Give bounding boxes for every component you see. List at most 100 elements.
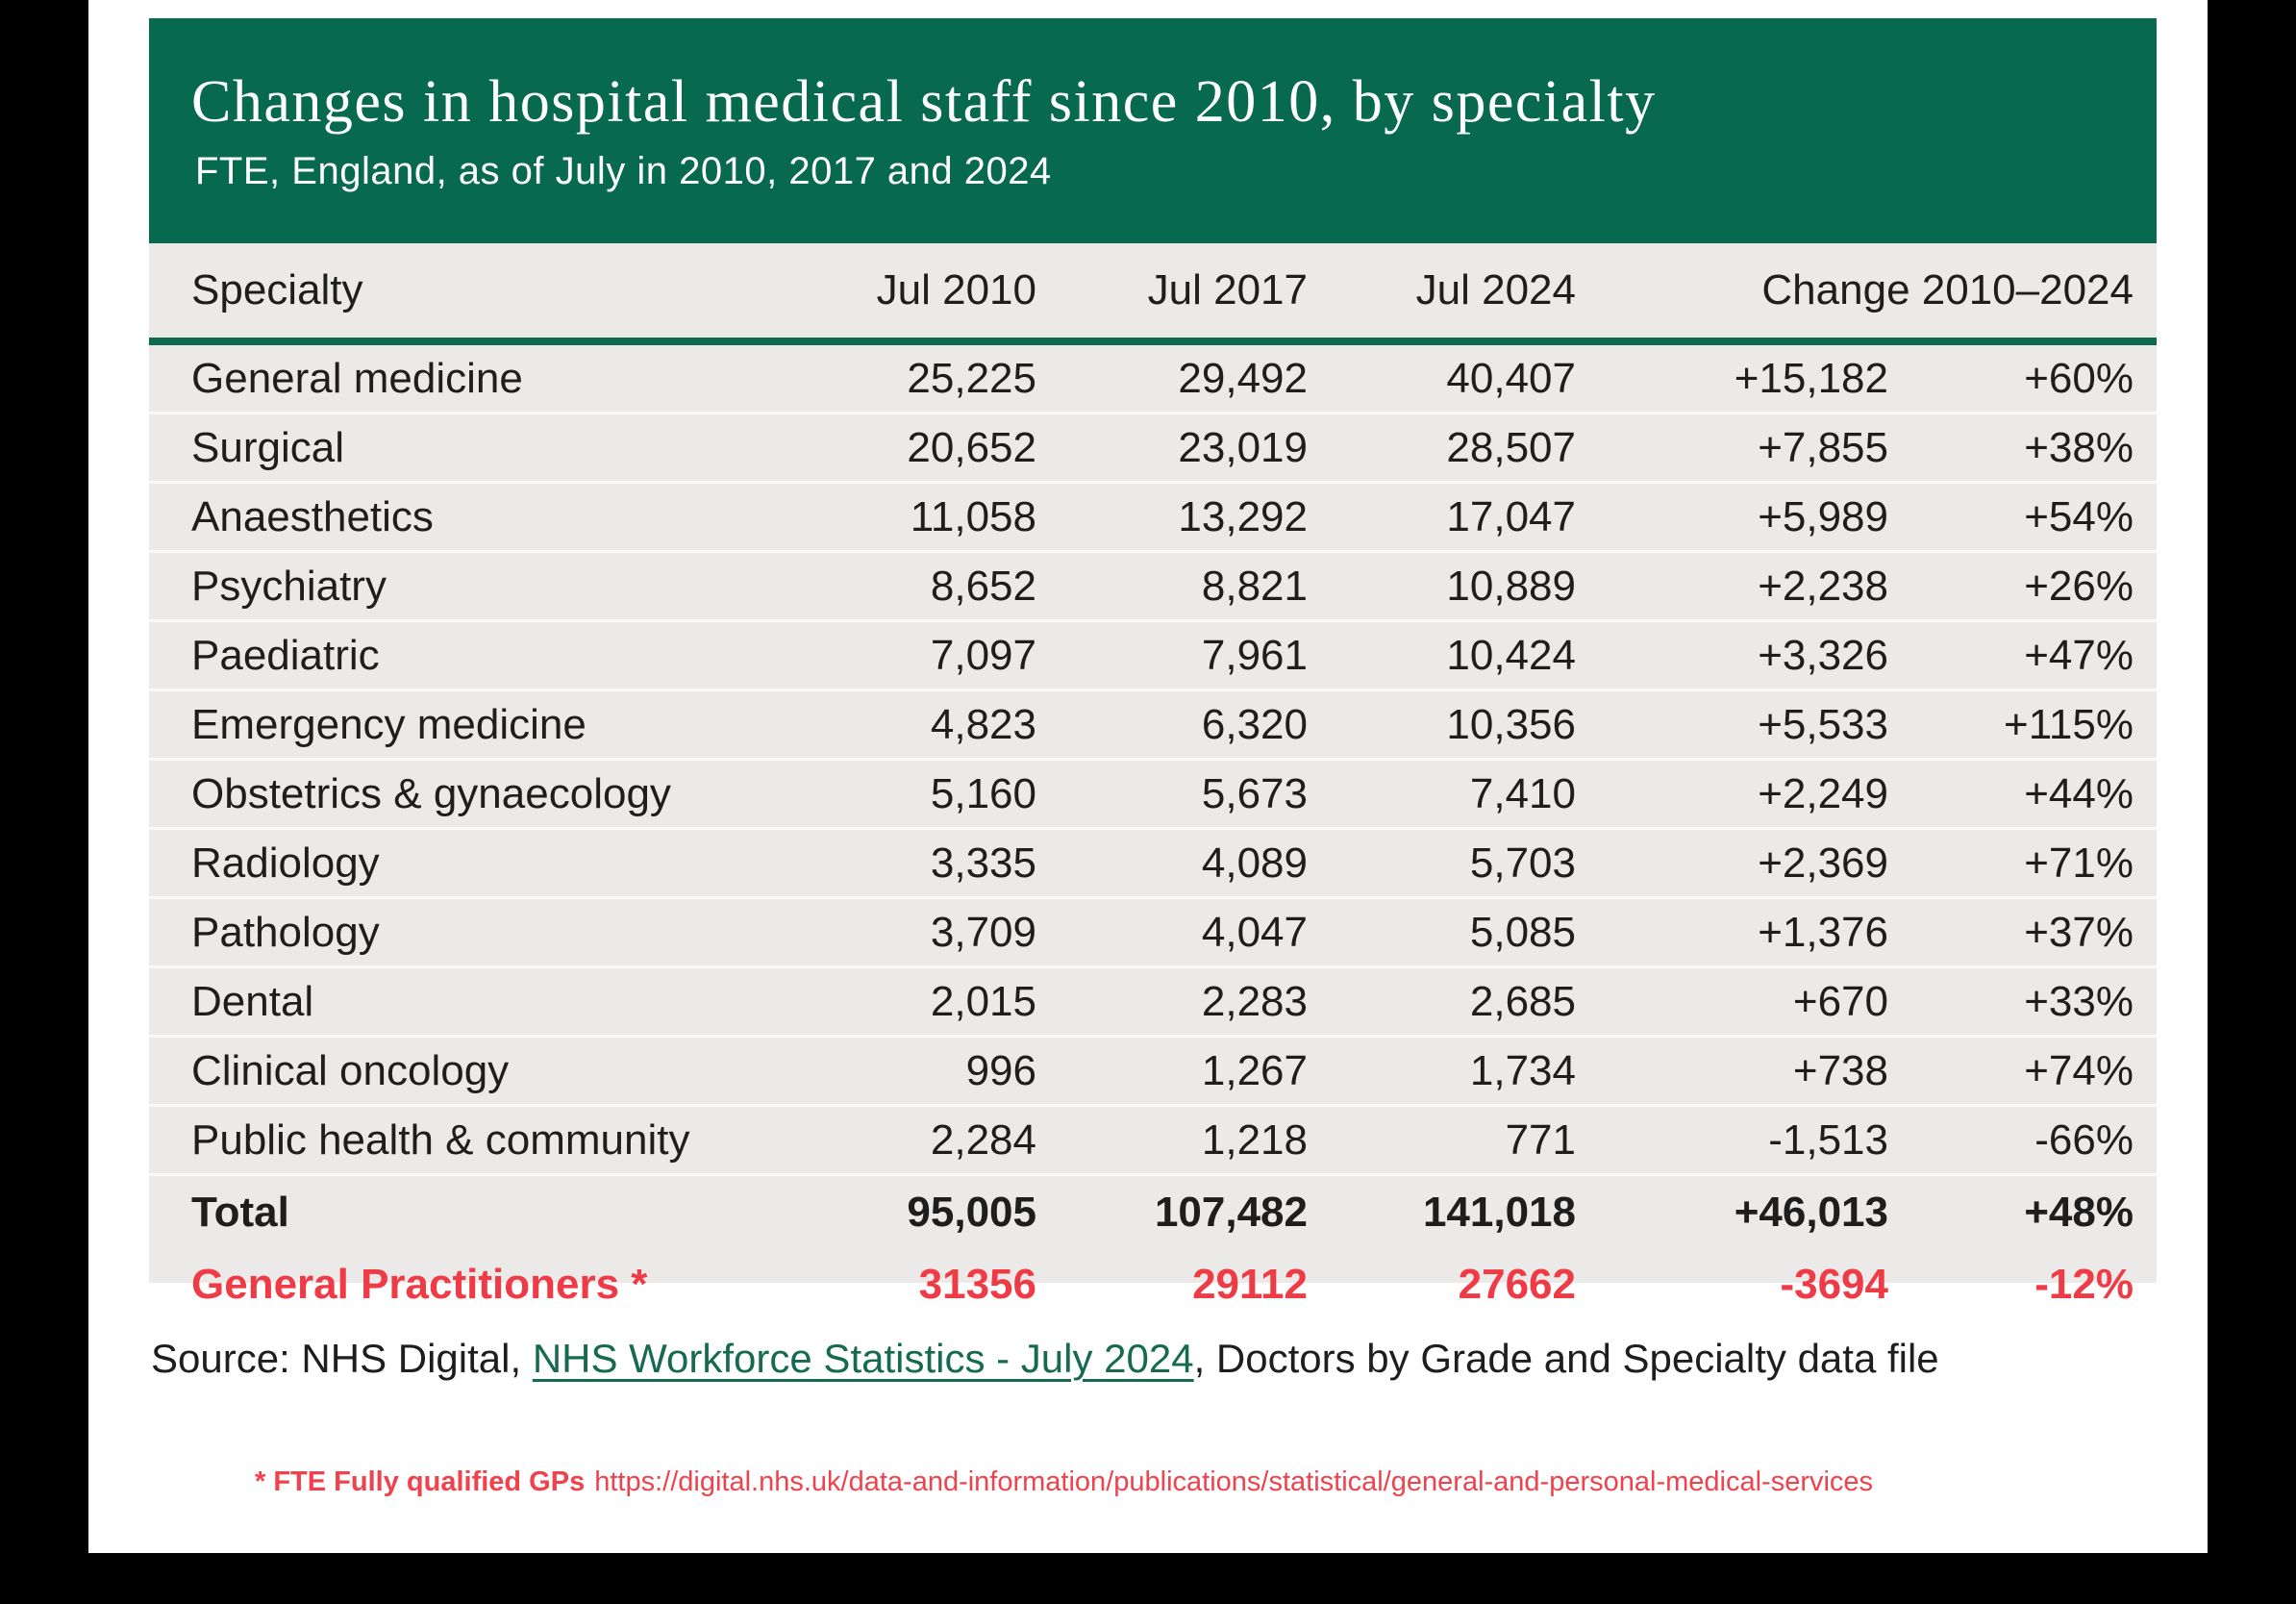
column-header-jul2017: Jul 2017: [1147, 266, 1308, 313]
jul2024-cell: 5,703: [1469, 839, 1576, 887]
change-abs-cell: +2,249: [1758, 769, 1888, 817]
table-row: General medicine 25,225 29,492 40,407 +1…: [149, 345, 2157, 414]
jul2024-cell: 10,424: [1446, 631, 1576, 679]
specialty-cell: Radiology: [191, 839, 380, 887]
specialty-cell: General medicine: [191, 354, 523, 402]
jul2017-cell: 29,492: [1178, 354, 1308, 402]
change-pct-cell: +38%: [2024, 423, 2134, 471]
jul2010-cell: 20,652: [907, 423, 1036, 471]
total-change-pct: +48%: [2024, 1188, 2134, 1236]
change-abs-cell: +5,533: [1758, 700, 1888, 748]
jul2017-cell: 23,019: [1178, 423, 1308, 471]
jul2024-cell: 5,085: [1469, 908, 1576, 956]
jul2010-cell: 3,709: [930, 908, 1036, 956]
gp-change-pct: -12%: [2034, 1260, 2134, 1308]
specialty-cell: Paediatric: [191, 631, 380, 679]
change-pct-cell: +37%: [2024, 908, 2134, 956]
change-abs-cell: +670: [1792, 977, 1888, 1025]
table-row-general-practitioners: General Practitioners * 31356 29112 2766…: [149, 1248, 2157, 1320]
table-row: Psychiatry 8,652 8,821 10,889 +2,238 +26…: [149, 553, 2157, 622]
table-row: Pathology 3,709 4,047 5,085 +1,376 +37%: [149, 899, 2157, 968]
table-row: Emergency medicine 4,823 6,320 10,356 +5…: [149, 691, 2157, 761]
total-jul2017: 107,482: [1154, 1188, 1308, 1236]
source-suffix: , Doctors by Grade and Specialty data fi…: [1193, 1336, 1939, 1381]
jul2017-cell: 7,961: [1201, 631, 1308, 679]
jul2010-cell: 996: [965, 1046, 1036, 1094]
table-row: Clinical oncology 996 1,267 1,734 +738 +…: [149, 1038, 2157, 1107]
source-link[interactable]: NHS Workforce Statistics - July 2024: [532, 1336, 1194, 1381]
gp-jul2010: 31356: [918, 1260, 1036, 1308]
jul2010-cell: 3,335: [930, 839, 1036, 887]
title-block: Changes in hospital medical staff since …: [149, 18, 2157, 243]
total-change-abs: +46,013: [1734, 1188, 1888, 1236]
column-header-jul2010: Jul 2010: [876, 266, 1036, 313]
specialty-cell: Anaesthetics: [191, 492, 434, 540]
chart-subtitle: FTE, England, as of July in 2010, 2017 a…: [195, 150, 1052, 193]
specialty-cell: Emergency medicine: [191, 700, 586, 748]
footnote-asterisk-label: * FTE Fully qualified GPs: [255, 1466, 586, 1497]
gp-label: General Practitioners *: [191, 1260, 648, 1308]
total-jul2024: 141,018: [1422, 1188, 1576, 1236]
change-pct-cell: +44%: [2024, 769, 2134, 817]
change-pct-cell: +71%: [2024, 839, 2134, 887]
gp-jul2024: 27662: [1458, 1260, 1576, 1308]
column-header-change: Change 2010–2024: [1761, 266, 2134, 313]
change-abs-cell: -1,513: [1768, 1115, 1888, 1164]
change-pct-cell: +115%: [2004, 700, 2134, 748]
jul2010-cell: 7,097: [930, 631, 1036, 679]
change-pct-cell: +47%: [2024, 631, 2134, 679]
jul2017-cell: 1,267: [1201, 1046, 1308, 1094]
change-abs-cell: +7,855: [1758, 423, 1888, 471]
specialty-cell: Obstetrics & gynaecology: [191, 769, 671, 817]
staff-table: Specialty Jul 2010 Jul 2017 Jul 2024 Cha…: [149, 243, 2157, 1320]
jul2017-cell: 2,283: [1201, 977, 1308, 1025]
table-row: Anaesthetics 11,058 13,292 17,047 +5,989…: [149, 484, 2157, 553]
jul2010-cell: 25,225: [907, 354, 1036, 402]
gp-change-abs: -3694: [1780, 1260, 1888, 1308]
table-row: Radiology 3,335 4,089 5,703 +2,369 +71%: [149, 830, 2157, 899]
jul2010-cell: 8,652: [930, 562, 1036, 610]
content-area: Changes in hospital medical staff since …: [149, 18, 2157, 1498]
table-row: Obstetrics & gynaecology 5,160 5,673 7,4…: [149, 761, 2157, 830]
jul2010-cell: 2,284: [930, 1115, 1036, 1164]
change-pct-cell: -66%: [2034, 1115, 2134, 1164]
change-abs-cell: +1,376: [1758, 908, 1888, 956]
jul2010-cell: 5,160: [930, 769, 1036, 817]
specialty-cell: Dental: [191, 977, 314, 1025]
jul2017-cell: 6,320: [1201, 700, 1308, 748]
jul2024-cell: 17,047: [1446, 492, 1576, 540]
table-row: Public health & community 2,284 1,218 77…: [149, 1107, 2157, 1176]
footnote-url: https://digital.nhs.uk/data-and-informat…: [594, 1466, 1874, 1497]
column-header-specialty: Specialty: [191, 266, 363, 313]
jul2024-cell: 2,685: [1469, 977, 1576, 1025]
jul2017-cell: 4,047: [1201, 908, 1308, 956]
change-abs-cell: +738: [1792, 1046, 1888, 1094]
specialty-cell: Psychiatry: [191, 562, 387, 610]
jul2010-cell: 4,823: [930, 700, 1036, 748]
change-abs-cell: +15,182: [1734, 354, 1888, 402]
chart-title: Changes in hospital medical staff since …: [191, 68, 1657, 135]
change-pct-cell: +60%: [2024, 354, 2134, 402]
jul2024-cell: 10,356: [1446, 700, 1576, 748]
source-prefix: Source: NHS Digital,: [151, 1336, 533, 1381]
change-pct-cell: +26%: [2024, 562, 2134, 610]
jul2024-cell: 28,507: [1446, 423, 1576, 471]
table-row: Dental 2,015 2,283 2,685 +670 +33%: [149, 968, 2157, 1038]
jul2017-cell: 5,673: [1201, 769, 1308, 817]
specialty-cell: Pathology: [191, 908, 380, 956]
change-abs-cell: +2,238: [1758, 562, 1888, 610]
table-row: Surgical 20,652 23,019 28,507 +7,855 +38…: [149, 414, 2157, 484]
table-row: Paediatric 7,097 7,961 10,424 +3,326 +47…: [149, 622, 2157, 691]
footnote-line: * FTE Fully qualified GPs https://digital…: [255, 1466, 2157, 1498]
jul2024-cell: 771: [1505, 1115, 1576, 1164]
jul2010-cell: 11,058: [910, 492, 1036, 540]
jul2024-cell: 7,410: [1469, 769, 1576, 817]
change-pct-cell: +74%: [2024, 1046, 2134, 1094]
jul2017-cell: 8,821: [1201, 562, 1308, 610]
slide-page: Changes in hospital medical staff since …: [88, 0, 2208, 1553]
table-header-row: Specialty Jul 2010 Jul 2017 Jul 2024 Cha…: [149, 243, 2157, 345]
change-abs-cell: +2,369: [1758, 839, 1888, 887]
table-row-total: Total 95,005 107,482 141,018 +46,013 +48…: [149, 1176, 2157, 1248]
specialty-cell: Clinical oncology: [191, 1046, 510, 1094]
